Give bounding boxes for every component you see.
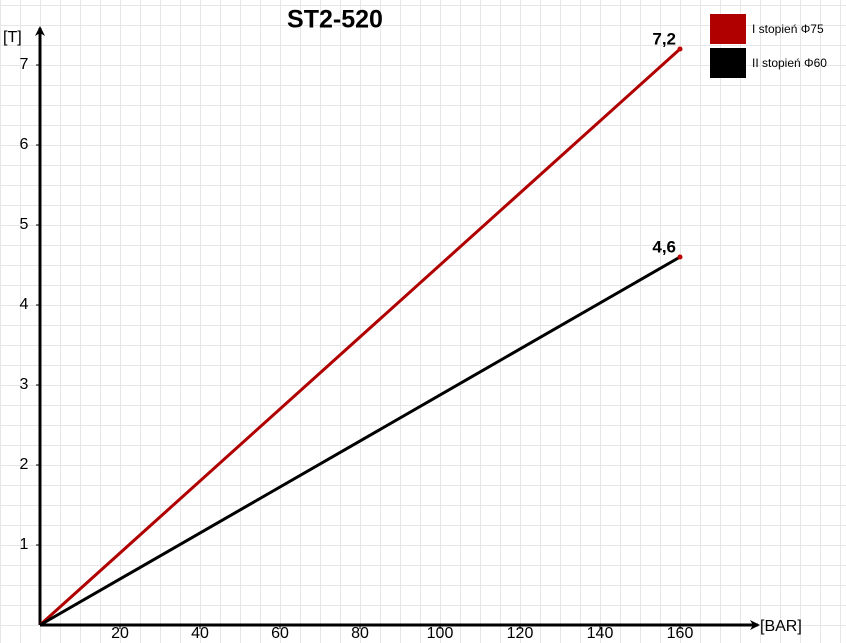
y-tick-label: 1: [20, 536, 29, 553]
legend-label: I stopień Φ75: [752, 22, 824, 36]
x-tick-label: 140: [587, 625, 614, 642]
legend-swatch: [710, 48, 746, 78]
legend-swatch: [710, 14, 746, 44]
x-tick-label: 40: [191, 625, 209, 642]
x-tick-label: 80: [351, 625, 369, 642]
x-tick-label: 160: [667, 625, 694, 642]
x-tick-label: 100: [427, 625, 454, 642]
end-marker: [677, 254, 683, 260]
y-tick-label: 2: [20, 456, 29, 473]
value-label: 7,2: [652, 29, 676, 48]
y-tick-label: 7: [20, 56, 29, 73]
series-line: [38, 47, 682, 627]
x-axis-label: [BAR]: [760, 618, 802, 635]
chart-title: ST2-520: [287, 6, 383, 34]
legend-label: II stopień Φ60: [752, 56, 827, 70]
y-tick-label: 5: [20, 216, 29, 233]
y-tick-label: 4: [20, 296, 29, 313]
series-line: [39, 255, 681, 627]
x-tick-label: 120: [507, 625, 534, 642]
x-tick-label: 20: [111, 625, 129, 642]
x-tick-label: 60: [271, 625, 289, 642]
y-axis-label: [T]: [3, 29, 22, 46]
y-tick-label: 3: [20, 376, 29, 393]
y-tick-label: 6: [20, 136, 29, 153]
end-marker: [677, 46, 683, 52]
value-label: 4,6: [652, 237, 676, 256]
